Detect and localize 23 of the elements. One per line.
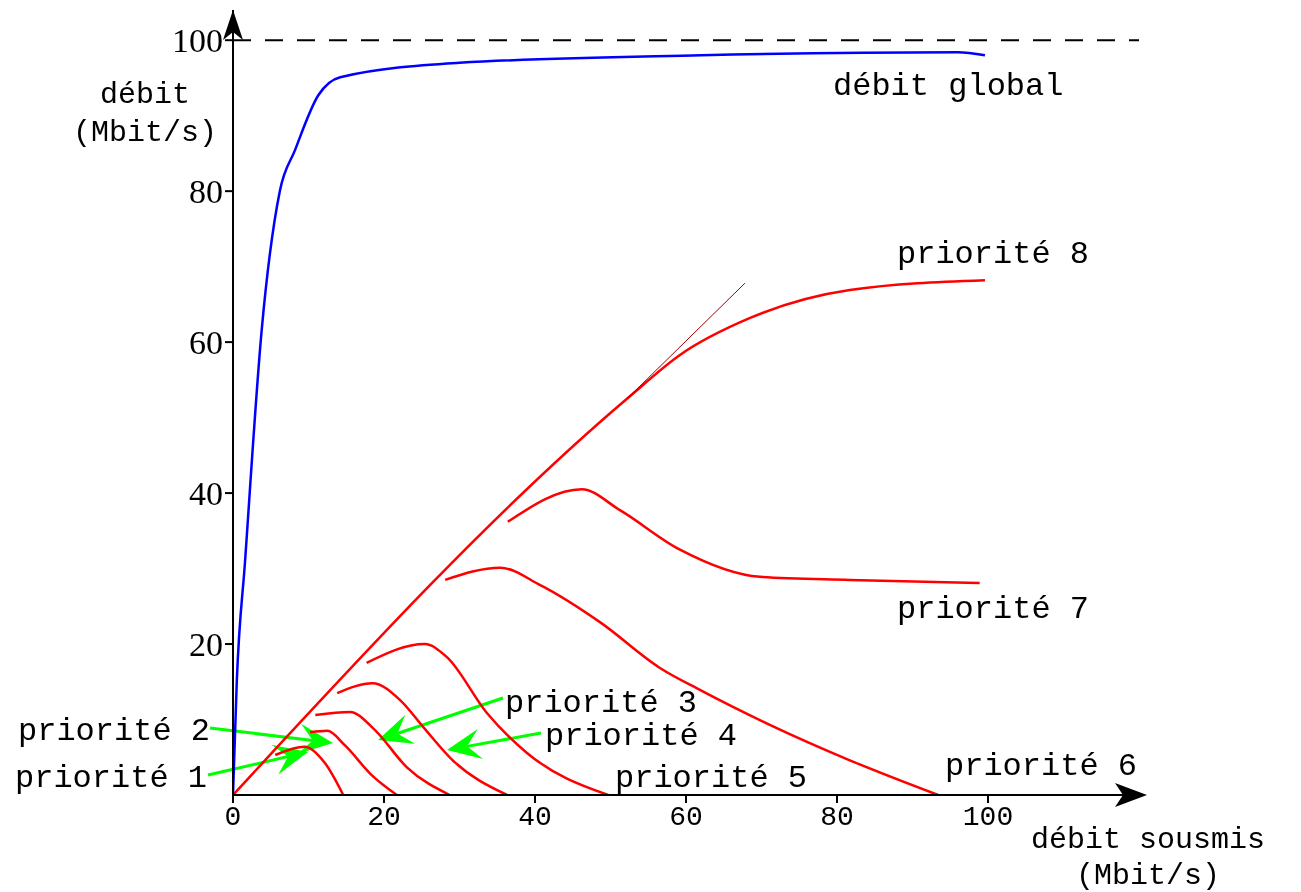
y-tick-label: 100: [172, 22, 223, 60]
x-tick-label: 80: [820, 801, 854, 833]
x-tick-label: 0: [224, 801, 242, 833]
series-label: priorité 6: [945, 748, 1138, 785]
series-label: débit global: [833, 68, 1064, 105]
y-tick-label: 40: [189, 475, 223, 513]
series-label: priorité 7: [897, 591, 1090, 628]
x-axis-title: débit sousmis (Mbit/s): [1030, 823, 1266, 892]
y-tick-label: 60: [189, 324, 223, 362]
y-tick-label: 80: [189, 173, 223, 211]
x-tick-label: 100: [962, 801, 1014, 833]
x-tick-label: 40: [518, 801, 552, 833]
text: priorité 2: [18, 713, 211, 750]
x-tick-label: 20: [367, 801, 401, 833]
y-axis-title: débit (Mbit/s): [72, 78, 218, 150]
series-label: priorité 8: [897, 236, 1090, 273]
line-series: [314, 710, 451, 795]
text: priorité 1: [15, 760, 208, 797]
line-series: [335, 682, 509, 795]
line-series: [506, 488, 981, 585]
y-tick-label: 20: [189, 626, 223, 664]
series-label: priorité 5: [615, 760, 808, 797]
x-tick-label: 60: [669, 801, 703, 833]
